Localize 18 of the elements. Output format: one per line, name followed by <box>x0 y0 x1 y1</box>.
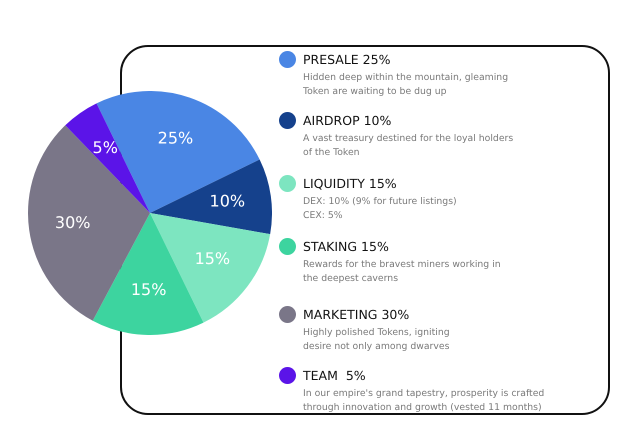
text: Highly polished Tokens, igniting desire not only among dwarves <box>303 326 450 354</box>
data-label: 5% <box>92 138 118 158</box>
text: Hidden deep within the mountain, gleaming Token are waiting to be dug up <box>303 71 508 99</box>
data-label: 15% <box>194 249 230 268</box>
legend-label: AIRDROP 10% <box>303 112 392 130</box>
legend-label: TEAM 5% <box>303 367 366 385</box>
text: In our empire's grand tapestry, prosperity is crafted through innovation and growth (vested 11 months) <box>303 387 544 415</box>
text: DEX: 10% (9% for future listings) CEX: 5% <box>303 195 457 223</box>
data-label: 30% <box>54 213 90 232</box>
text: A vast treasury destined for the loyal holders of the Token <box>303 132 514 160</box>
legend-label: STAKING 15% <box>303 238 389 256</box>
legend-label: PRESALE 25% <box>303 51 390 69</box>
data-label: 10% <box>210 191 246 210</box>
data-label: 15% <box>130 280 166 300</box>
legend-label: LIQUIDITY 15% <box>303 175 397 193</box>
data-label: 25% <box>158 128 194 148</box>
legend-label: MARKETING 30% <box>303 306 410 324</box>
text: Rewards for the bravest miners working in the deepest caverns <box>303 258 501 286</box>
